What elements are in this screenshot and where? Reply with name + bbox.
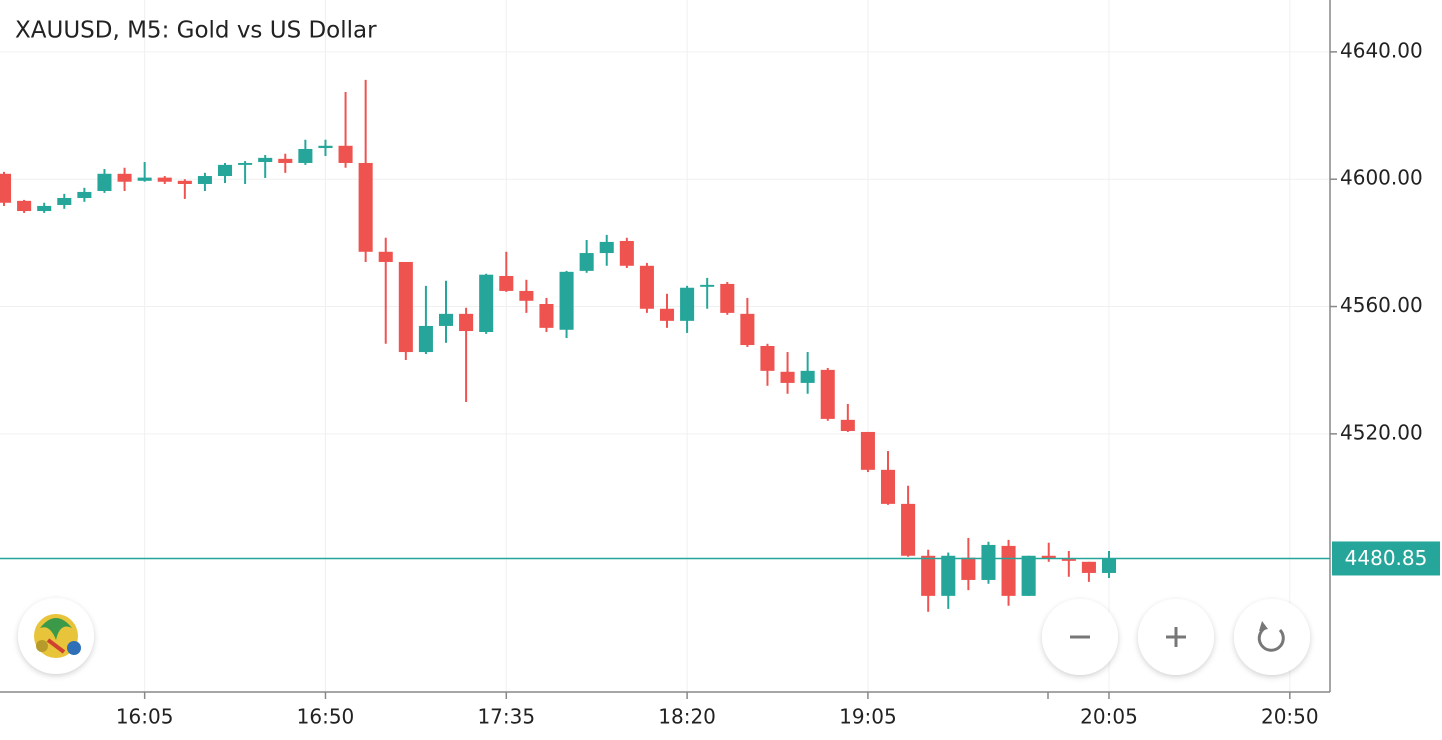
candle-body	[619, 240, 634, 266]
candle-body	[499, 275, 514, 291]
candle-body	[97, 173, 112, 191]
current-price-label: 4480.85	[1345, 546, 1428, 570]
candle-body	[37, 205, 52, 212]
candle-body	[358, 162, 373, 252]
candle-body	[680, 287, 695, 321]
candle-body	[217, 164, 233, 177]
candle-body	[921, 555, 936, 596]
candle-body	[519, 290, 534, 301]
candle-body	[438, 313, 454, 326]
y-tick-label: 4600.00	[1340, 166, 1423, 190]
candle-body	[840, 419, 855, 431]
y-tick-label: 4560.00	[1340, 293, 1423, 317]
zoom-out-button[interactable]	[1042, 599, 1118, 675]
candle-body	[740, 313, 755, 346]
app-logo	[18, 598, 94, 674]
candle-body	[579, 253, 594, 271]
candle-body	[157, 177, 172, 182]
candle-body	[539, 303, 554, 328]
candle-body	[1081, 561, 1096, 573]
x-tick-label: 18:20	[658, 705, 716, 729]
candle-body	[298, 148, 313, 163]
candle-body	[1101, 558, 1117, 573]
candle-body	[1041, 555, 1056, 559]
candle-body	[0, 173, 12, 203]
candle-body	[479, 274, 494, 332]
candle-body	[398, 261, 413, 353]
candle-body	[57, 197, 72, 205]
candles	[0, 79, 1117, 612]
candle-body	[961, 557, 976, 580]
candle-body	[820, 369, 835, 419]
x-tick-label: 19:05	[839, 705, 897, 729]
candle-body	[418, 325, 433, 353]
candle-body	[17, 200, 32, 212]
candle-body	[981, 544, 996, 580]
x-tick-label: 16:50	[297, 705, 355, 729]
candle-body	[720, 283, 735, 313]
candle-body	[880, 469, 896, 504]
candle-body	[117, 173, 132, 182]
candle-body	[77, 191, 92, 198]
candle-body	[137, 177, 152, 181]
candle-body	[197, 176, 212, 184]
y-tick-label: 4520.00	[1340, 420, 1423, 444]
candle-body	[258, 157, 273, 163]
candle-body	[459, 313, 474, 332]
candle-body	[941, 555, 956, 596]
candle-body	[278, 158, 293, 163]
candle-body	[599, 241, 614, 254]
candle-body	[559, 271, 574, 330]
x-tick-label: 17:35	[477, 705, 535, 729]
x-tick-label: 20:50	[1261, 705, 1319, 729]
grid	[0, 0, 1330, 692]
current-price-box	[1332, 541, 1440, 576]
chart-title: XAUUSD, M5: Gold vs US Dollar	[15, 18, 377, 44]
reset-button[interactable]	[1234, 599, 1310, 675]
candle-body	[177, 180, 192, 184]
zoom-in-button[interactable]	[1138, 599, 1214, 675]
candle-body	[659, 308, 675, 321]
candle-body	[700, 284, 715, 287]
x-tick-label: 16:05	[116, 705, 174, 729]
candle-body	[780, 371, 795, 383]
candle-body	[860, 431, 875, 470]
candle-body	[639, 265, 654, 309]
candle-body	[800, 370, 815, 383]
candle-body	[1061, 558, 1076, 561]
candle-body	[1021, 555, 1036, 596]
candle-body	[318, 145, 333, 149]
candle-body	[378, 251, 393, 262]
candle-body	[338, 145, 353, 163]
y-tick-label: 4640.00	[1340, 38, 1423, 62]
candle-body	[901, 503, 916, 556]
candle-body	[760, 346, 775, 371]
candle-body	[1001, 545, 1016, 596]
x-tick-label: 20:05	[1080, 705, 1138, 729]
candle-body	[238, 162, 253, 165]
